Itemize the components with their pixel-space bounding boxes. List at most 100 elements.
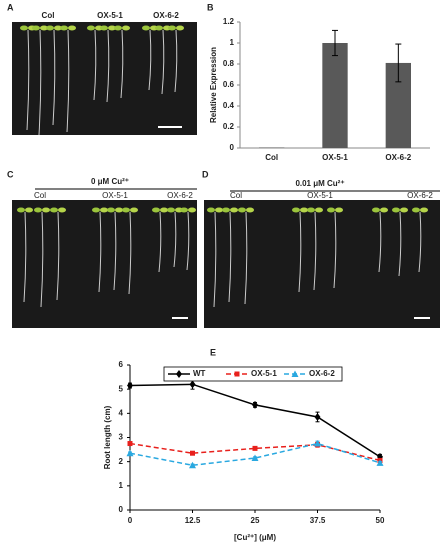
root [38, 29, 42, 136]
leaf [114, 25, 122, 31]
series-line [129, 442, 381, 467]
photo-a [12, 22, 197, 135]
leaf [420, 207, 428, 213]
condition: 0 μM Cu²⁺ [91, 177, 129, 186]
leaf [180, 207, 188, 213]
marker [126, 449, 134, 457]
root [26, 29, 30, 131]
marker [127, 441, 133, 447]
leaf [335, 207, 343, 213]
x-tick-label: 50 [376, 516, 385, 525]
leaf [108, 25, 116, 31]
leaf [32, 25, 40, 31]
root [158, 211, 162, 273]
bar [322, 43, 348, 148]
photo-label: OX-5-1 [97, 11, 123, 20]
leaf [46, 25, 54, 31]
panel-letter: D [202, 169, 209, 179]
leaf [246, 207, 254, 213]
leaf [168, 25, 176, 31]
y-tick-label: 0.2 [223, 122, 235, 131]
x-tick-label: 12.5 [185, 516, 201, 525]
photo-label: Col [42, 11, 55, 20]
leaf [60, 25, 68, 31]
marker [252, 445, 258, 451]
root [418, 211, 422, 273]
root [40, 211, 44, 308]
leaf [122, 207, 130, 213]
x-tick-label: OX-5-1 [322, 153, 348, 162]
leaf [40, 25, 48, 31]
leaf [222, 207, 230, 213]
marker [314, 440, 321, 447]
root [333, 211, 337, 289]
leaf [300, 207, 308, 213]
panel-letter: E [210, 347, 216, 357]
root [244, 211, 248, 305]
marker [376, 459, 384, 466]
root [120, 29, 124, 99]
leaf [87, 25, 95, 31]
y-tick-label: 0.6 [223, 80, 235, 89]
x-tick-label: Col [265, 153, 278, 162]
y-axis-label: Root length (cm) [103, 405, 112, 469]
leaf [380, 207, 388, 213]
leaf [167, 207, 175, 213]
leaf [307, 207, 315, 213]
panel-letter: B [207, 2, 214, 12]
leaf [54, 25, 62, 31]
y-tick-label: 1 [230, 38, 235, 47]
leaf [155, 25, 163, 31]
x-tick-label: 0 [128, 516, 133, 525]
leaf [176, 25, 184, 31]
leaf [17, 207, 25, 213]
bar [259, 147, 285, 148]
legend-box [163, 366, 343, 382]
root [213, 211, 217, 308]
y-tick-label: 1 [119, 481, 124, 490]
marker [189, 380, 196, 389]
leaf [107, 207, 115, 213]
root [98, 211, 102, 293]
leaf [207, 207, 215, 213]
marker [127, 381, 133, 390]
leaf [238, 207, 246, 213]
leaf [34, 207, 42, 213]
root [23, 211, 27, 303]
photo-label: OX-5-1 [102, 191, 128, 200]
leaf [50, 207, 58, 213]
y-tick-label: 0 [230, 143, 235, 152]
y-tick-label: 0.4 [223, 101, 235, 110]
legend-marker [291, 370, 299, 377]
leaf [188, 207, 196, 213]
leaf [25, 207, 33, 213]
leaf [58, 207, 66, 213]
legend-label: WT [193, 369, 206, 378]
y-axis-label: Relative Expression [209, 47, 218, 123]
root [66, 29, 70, 133]
y-tick-label: 2 [119, 457, 124, 466]
leaf [327, 207, 335, 213]
marker [189, 461, 196, 469]
photo-label: Col [34, 191, 46, 200]
x-axis-label: [Cu²⁺] (μM) [234, 533, 276, 542]
marker [252, 400, 258, 409]
root [52, 29, 56, 126]
legend-label: OX-6-2 [309, 369, 335, 378]
marker [190, 450, 195, 456]
x-tick-label: OX-6-2 [385, 153, 411, 162]
y-tick-label: 0 [119, 505, 124, 514]
leaf [160, 207, 168, 213]
root [228, 211, 232, 303]
photo-label: OX-6-2 [407, 191, 433, 200]
leaf [372, 207, 380, 213]
y-tick-label: 0.8 [223, 59, 235, 68]
leaf [152, 207, 160, 213]
root [93, 29, 97, 101]
root [148, 29, 152, 91]
root [161, 29, 165, 95]
leaf [68, 25, 76, 31]
leaf [392, 207, 400, 213]
photo-label: OX-5-1 [307, 191, 333, 200]
